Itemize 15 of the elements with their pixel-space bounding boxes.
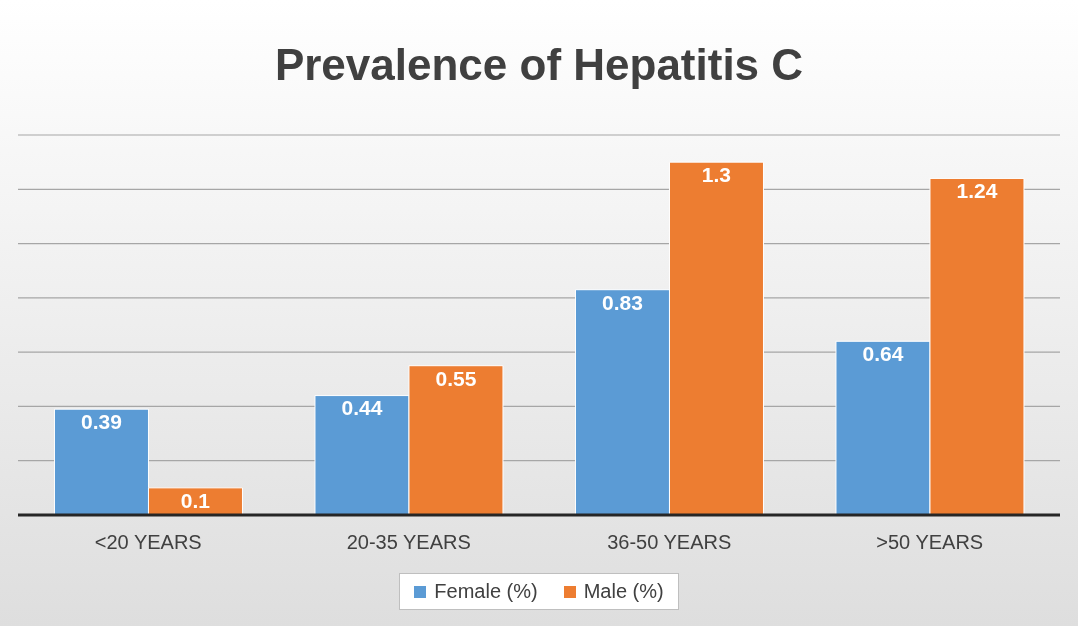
data-label: 0.44 (341, 396, 383, 420)
x-tick-label: 36-50 YEARS (607, 531, 732, 554)
chart-title: Prevalence of Hepatitis C (273, 39, 805, 91)
data-label: 0.64 (862, 342, 904, 366)
data-label: 0.83 (602, 290, 643, 314)
x-tick-label: 20-35 YEARS (346, 531, 471, 554)
x-tick-label: >50 YEARS (876, 531, 984, 554)
legend-label: Female (%) (434, 580, 538, 603)
text: Male (%) (583, 580, 664, 603)
data-label: 1.3 (701, 163, 732, 187)
data-label: 0.39 (81, 410, 122, 434)
data-label: 0.55 (435, 366, 477, 390)
data-label: 1.24 (956, 179, 998, 203)
data-label: 0.1 (180, 488, 211, 512)
x-tick-label: <20 YEARS (94, 531, 202, 554)
